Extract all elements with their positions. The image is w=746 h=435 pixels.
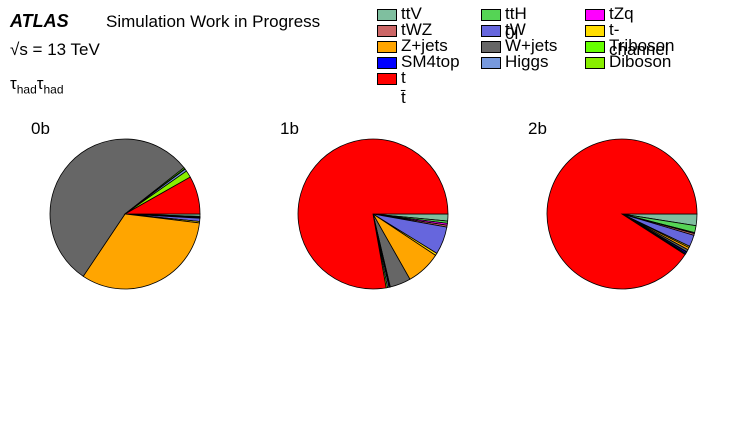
pie-title-1b: 1b [280, 119, 299, 138]
legend-label: Higgs [505, 52, 549, 71]
legend-label: t t̄ [401, 68, 406, 107]
legend-swatch [377, 9, 397, 21]
pie-slice-tt [297, 138, 449, 290]
pie-slice-w+jets [49, 138, 185, 277]
legend-swatch [585, 25, 605, 37]
legend-label: ttH 0l [505, 4, 527, 43]
legend-swatch [377, 41, 397, 53]
legend-swatch [481, 25, 501, 37]
legend-label: tW [505, 20, 526, 39]
legend-swatch [481, 9, 501, 21]
subtitle: Simulation Work in Progress [106, 12, 321, 31]
pie-title-0b: 0b [31, 119, 50, 138]
legend-swatch [377, 25, 397, 37]
legend-swatch [377, 57, 397, 69]
legend-label: t-channel [609, 20, 669, 59]
legend-label: SM4top [401, 52, 460, 71]
energy-label: √s = 13 TeV [10, 40, 100, 59]
legend-swatch [585, 57, 605, 69]
legend-swatch [585, 9, 605, 21]
legend-label: W+jets [505, 36, 558, 55]
pie-slice-tt [123, 176, 201, 215]
legend-label: tWZ [401, 20, 433, 39]
legend-label: Z+jets [401, 36, 448, 55]
legend-label: tZq [609, 4, 634, 23]
pie-slice-tt [546, 138, 698, 290]
atlas-label: ATLAS [10, 11, 69, 31]
pie-title-2b: 2b [528, 119, 547, 138]
pie-slice-z+jets [82, 213, 200, 290]
legend-label: Triboson [609, 36, 675, 55]
legend-swatch [377, 73, 397, 85]
legend-label: ttV [401, 4, 422, 23]
legend-swatch [481, 57, 501, 69]
legend-swatch [585, 41, 605, 53]
legend-label: Diboson [609, 52, 672, 71]
legend-swatch [481, 41, 501, 53]
channel-label: τhadτhad [10, 74, 64, 97]
